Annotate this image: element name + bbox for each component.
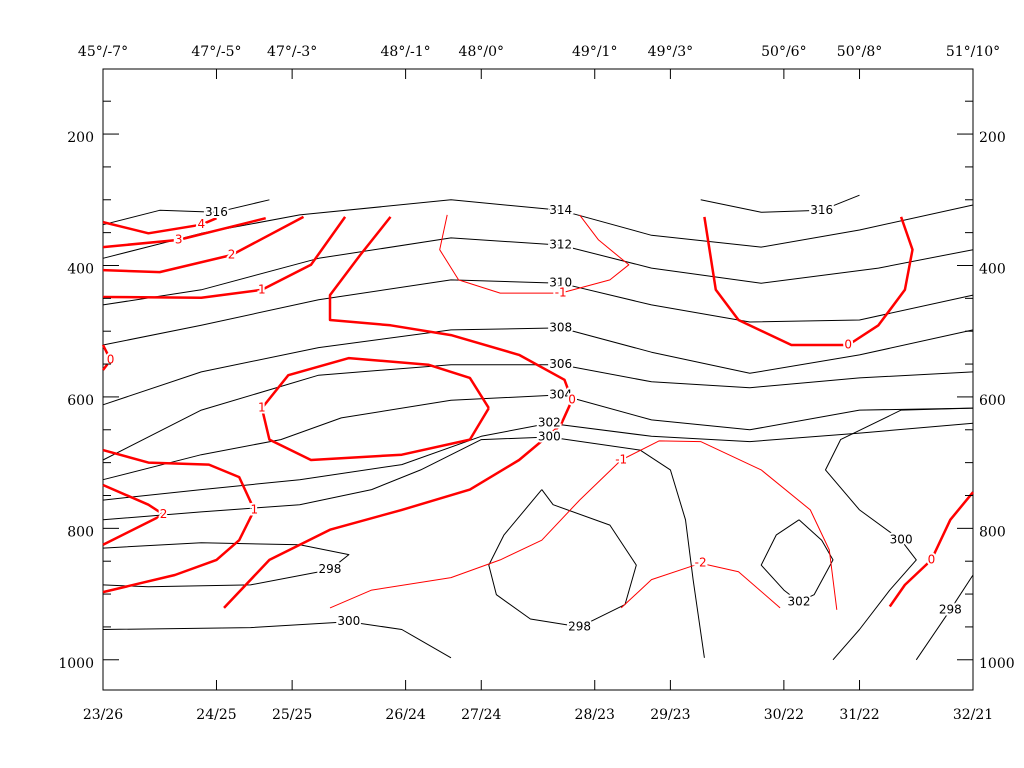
contour-label: 4 — [198, 217, 206, 231]
contour-line — [102, 621, 452, 659]
x2-tick-label: 50°/6° — [761, 44, 806, 60]
contour-line — [102, 216, 267, 249]
contour-label: -1 — [555, 286, 567, 300]
x2-tick-label: 49°/3° — [648, 44, 693, 60]
contour-label: 310 — [549, 276, 572, 290]
x2-tick-label: 49°/1° — [572, 44, 617, 60]
y-tick-label: 200 — [67, 130, 94, 146]
contour-label: 302 — [788, 594, 811, 608]
y-tick-label: 600 — [67, 393, 94, 409]
x-tick-label: 30/22 — [764, 707, 804, 723]
contour-label: 300 — [337, 614, 360, 628]
x-tick-label: 24/25 — [196, 707, 236, 723]
contour-line — [223, 216, 574, 609]
contour-line — [488, 489, 637, 628]
x2-tick-label: 50°/8° — [837, 44, 882, 60]
x2-tick-label: 47°/-3° — [267, 44, 317, 60]
contour-label: 308 — [549, 320, 572, 334]
contour-line — [102, 436, 705, 658]
contour-label: 314 — [549, 203, 572, 217]
x-tick-label: 28/23 — [575, 707, 615, 723]
contour-line — [260, 356, 490, 462]
contour-line — [888, 491, 974, 608]
y-tick-label: 600 — [979, 393, 1006, 409]
contour-line — [101, 344, 112, 371]
contour-label: 298 — [568, 619, 591, 633]
contour-label: 306 — [549, 357, 572, 371]
contour-line — [825, 407, 974, 661]
contour-label: 298 — [319, 562, 342, 576]
y-tick-label: 800 — [979, 524, 1006, 540]
contour-line — [102, 279, 974, 346]
contour-label: 300 — [538, 430, 561, 444]
contour-label: 298 — [939, 602, 962, 616]
contour-label: 0 — [568, 393, 576, 407]
y-tick-label: 1000 — [979, 656, 1015, 672]
x2-tick-label: 47°/-5° — [191, 44, 241, 60]
x2-tick-label: 48°/0° — [459, 44, 504, 60]
y-tick-label: 400 — [979, 261, 1006, 277]
contour-label: -2 — [695, 556, 707, 570]
contour-label: 2 — [160, 507, 168, 521]
contour-label: 0 — [107, 353, 115, 367]
x-tick-label: 31/22 — [839, 707, 879, 723]
contour-line — [620, 562, 781, 609]
contour-line — [915, 574, 974, 661]
contour-lines — [101, 194, 974, 661]
x-tick-label: 29/23 — [650, 707, 690, 723]
x2-tick-label: 51°/10° — [946, 44, 1000, 60]
contour-label: 1 — [250, 502, 258, 516]
contour-line — [102, 542, 350, 588]
x2-tick-label: 45°/-7° — [78, 44, 128, 60]
contour-line — [700, 194, 860, 213]
x-tick-label: 27/24 — [461, 707, 501, 723]
contour-line — [703, 216, 914, 347]
contour-label: 300 — [890, 533, 913, 547]
contour-line — [760, 519, 834, 603]
contour-line — [102, 483, 165, 546]
contour-label: 3 — [175, 232, 183, 246]
y-tick-label: 400 — [67, 261, 94, 277]
contour-label: 1 — [258, 282, 266, 296]
contour-line — [102, 237, 974, 306]
y-tick-label: 200 — [979, 130, 1006, 146]
contour-label: 302 — [538, 416, 561, 430]
contour-line — [102, 422, 974, 501]
contour-label: 1 — [258, 401, 266, 415]
x2-tick-label: 48°/-1° — [381, 44, 431, 60]
contour-line — [102, 215, 305, 274]
y-tick-label: 1000 — [58, 656, 94, 672]
contour-line — [102, 327, 974, 406]
contour-line — [102, 394, 974, 481]
contour-line — [439, 214, 630, 294]
y-tick-label: 800 — [67, 524, 94, 540]
contour-line — [102, 448, 256, 594]
contour-label: 0 — [844, 338, 852, 352]
contour-line — [102, 217, 217, 235]
contour-line — [329, 440, 838, 610]
x-tick-label: 23/26 — [83, 707, 123, 723]
contour-label: -1 — [615, 453, 627, 467]
contour-label: 312 — [549, 238, 572, 252]
x-tick-label: 32/21 — [953, 707, 993, 723]
contour-line — [102, 364, 974, 461]
x-tick-label: 25/25 — [272, 707, 312, 723]
contour-label: 316 — [810, 203, 833, 217]
contour-label: 2 — [228, 247, 236, 261]
contour-line — [102, 216, 347, 299]
contour-label: 304 — [549, 387, 572, 401]
contour-label: 316 — [205, 205, 228, 219]
plot-frame — [102, 68, 974, 691]
contour-line — [102, 199, 270, 226]
contour-label: 0 — [928, 552, 936, 566]
x-tick-label: 26/24 — [385, 707, 425, 723]
